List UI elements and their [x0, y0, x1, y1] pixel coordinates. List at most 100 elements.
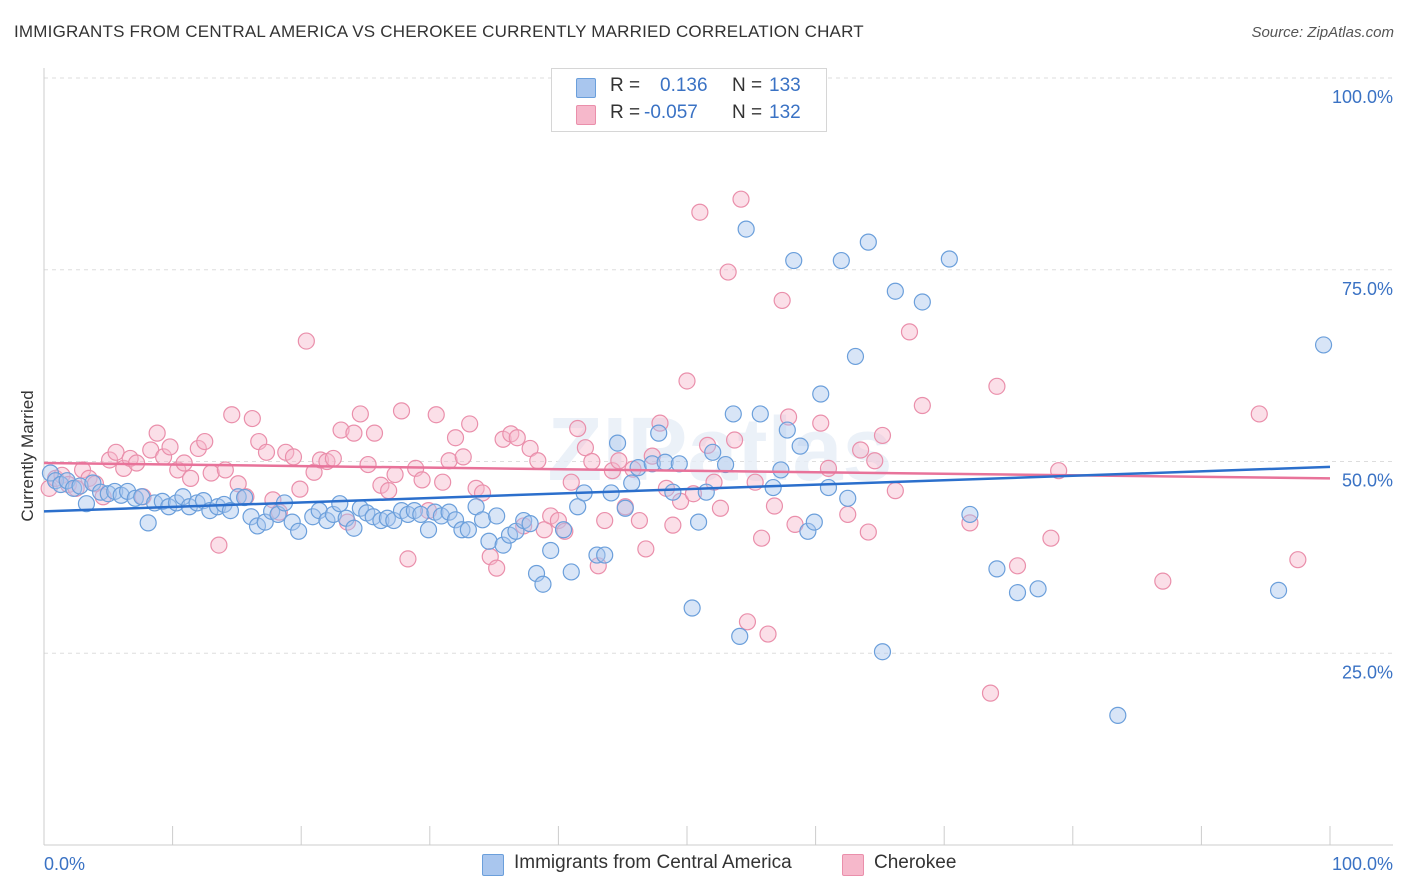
central-america-point: [527, 564, 546, 583]
cherokee-point: [913, 396, 931, 415]
central-america-point: [480, 532, 498, 550]
cherokee-point: [873, 426, 892, 445]
cherokee-point: [852, 441, 870, 459]
cherokee-point: [738, 613, 757, 631]
central-america-point: [126, 489, 144, 507]
cherokee-point: [1289, 551, 1307, 569]
cherokee-point: [1008, 557, 1027, 575]
cherokee-point: [311, 451, 330, 469]
central-america-point: [1269, 581, 1288, 599]
central-america-point: [459, 521, 477, 539]
y-tick-label: 25.0%: [1342, 662, 1393, 682]
central-america-point: [1029, 580, 1047, 598]
legend-label: Cherokee: [874, 852, 957, 873]
cherokee-point: [488, 559, 506, 577]
central-america-point: [1008, 584, 1027, 602]
central-america-point: [324, 505, 342, 524]
central-america-point: [248, 517, 267, 535]
central-america-point: [1314, 336, 1333, 354]
central-america-point: [839, 489, 857, 507]
cherokee-point: [759, 625, 777, 643]
central-america-point: [453, 521, 471, 539]
central-america-point: [737, 220, 755, 238]
cherokee-point: [562, 473, 580, 491]
cherokee-point: [678, 372, 696, 390]
source-label: Source: ZipAtlas.com: [1251, 24, 1394, 41]
central-america-point: [913, 293, 931, 311]
grid-lines: [44, 77, 1393, 654]
central-america-point: [446, 511, 465, 529]
central-america-point: [859, 233, 877, 251]
central-america-point: [569, 498, 587, 516]
cherokee-point: [779, 408, 798, 426]
cherokee-point: [169, 461, 187, 479]
central-america-point: [689, 513, 708, 531]
cherokee-point: [324, 449, 342, 468]
y-axis-label: Currently Married: [18, 390, 37, 521]
central-america-point: [616, 499, 634, 517]
cherokee-point: [508, 429, 526, 447]
cherokee-point: [257, 443, 276, 461]
cherokee-point: [380, 482, 398, 500]
central-america-point: [846, 347, 865, 366]
axes: [43, 68, 1393, 846]
cherokee-point: [732, 190, 750, 208]
n-label: N =: [732, 102, 763, 123]
cherokee-point: [596, 511, 614, 530]
cherokee-point: [610, 452, 628, 470]
cherokee-point: [866, 452, 884, 470]
central-america-point: [318, 511, 336, 530]
central-america-point: [805, 513, 823, 531]
central-america-point: [873, 643, 892, 661]
cherokee-point: [365, 424, 384, 442]
cherokee-point: [630, 511, 649, 530]
cherokee-point: [711, 499, 730, 517]
cherokee-point: [576, 439, 595, 457]
central-america-trend-line: [43, 465, 1331, 513]
cherokee-point: [351, 405, 369, 423]
central-america-point: [304, 508, 322, 526]
cherokee-point: [359, 455, 377, 474]
cherokee-point: [419, 501, 438, 520]
cherokee-point: [413, 471, 431, 489]
cherokee-point: [900, 323, 919, 341]
cherokee-point: [535, 521, 553, 539]
legend-label: Immigrants from Central America: [514, 852, 792, 873]
cherokee-point: [988, 377, 1006, 395]
central-america-point: [608, 434, 627, 452]
cherokee-point: [765, 497, 784, 515]
cherokee-point: [719, 263, 737, 281]
cherokee-point: [148, 424, 166, 442]
central-america-point: [778, 421, 796, 439]
cherokee-point: [189, 439, 207, 458]
cherokee-point: [637, 540, 655, 558]
cherokee-point: [223, 406, 241, 424]
y-tick-label: 50.0%: [1342, 471, 1393, 491]
cherokee-point: [529, 452, 547, 470]
n-value: 132: [769, 102, 801, 123]
central-america-point: [799, 522, 817, 540]
cherokee-point: [284, 448, 303, 466]
central-america-point: [812, 385, 830, 403]
central-america-point: [283, 513, 301, 531]
cherokee-point: [434, 473, 452, 491]
cherokee-point: [345, 424, 363, 442]
cherokee-point: [291, 480, 309, 498]
cherokee-point: [210, 536, 228, 554]
cherokee-point: [664, 516, 682, 534]
cherokee-point: [386, 465, 404, 484]
central-america-point: [412, 505, 430, 524]
central-america-point: [751, 405, 769, 423]
central-america-point: [697, 483, 715, 501]
central-america-point: [174, 488, 192, 506]
cherokee-point: [229, 475, 247, 493]
central-america-point: [650, 424, 668, 442]
blue-swatch: [576, 78, 596, 98]
central-america-point: [562, 563, 580, 581]
central-america-point: [791, 437, 809, 455]
central-america-point: [623, 474, 641, 492]
cherokee-point: [839, 505, 857, 524]
central-america-point: [290, 522, 308, 540]
central-america-point: [221, 501, 240, 520]
cherokee-point: [332, 421, 350, 439]
